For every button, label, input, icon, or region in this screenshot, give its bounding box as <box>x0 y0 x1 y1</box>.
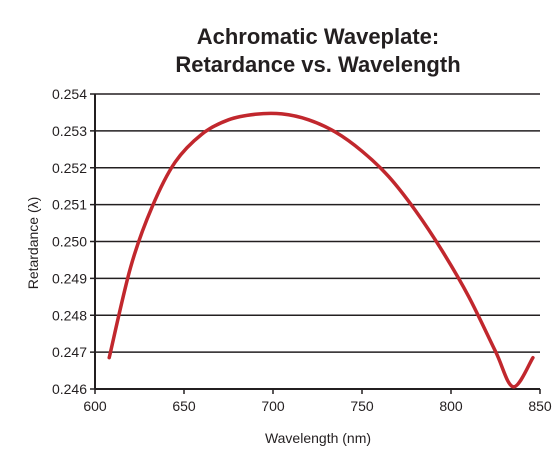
y-tick-label: 0.254 <box>52 86 87 102</box>
chart-title-line-2: Retardance vs. Wavelength <box>175 52 460 77</box>
y-tick-label: 0.252 <box>52 160 87 176</box>
y-tick-labels: 0.246 0.247 0.248 0.249 0.250 0.251 0.252 0.253… <box>52 86 95 397</box>
x-tick-label: 600 <box>83 398 107 414</box>
x-axis-label: Wavelength (nm) <box>265 430 371 446</box>
x-tick-label: 750 <box>350 398 374 414</box>
y-axis-label: Retardance (λ) <box>25 197 41 290</box>
y-tick-label: 0.247 <box>52 344 87 360</box>
x-tick-label: 650 <box>172 398 196 414</box>
y-tick-label: 0.246 <box>52 381 87 397</box>
x-tick-label: 850 <box>528 398 552 414</box>
x-tick-label: 800 <box>439 398 463 414</box>
x-tick-labels: 600 650 700 750 800 850 <box>83 389 552 414</box>
chart-title-line-1: Achromatic Waveplate: <box>197 24 439 49</box>
grid-lines <box>95 93 540 353</box>
x-tick-label: 700 <box>261 398 285 414</box>
retardance-curve <box>107 111 535 389</box>
y-tick-label: 0.249 <box>52 270 87 286</box>
series-layer <box>107 111 535 389</box>
y-tick-label: 0.253 <box>52 123 87 139</box>
y-tick-label: 0.248 <box>52 307 87 323</box>
y-tick-label: 0.251 <box>52 197 87 213</box>
y-tick-label: 0.250 <box>52 234 87 250</box>
